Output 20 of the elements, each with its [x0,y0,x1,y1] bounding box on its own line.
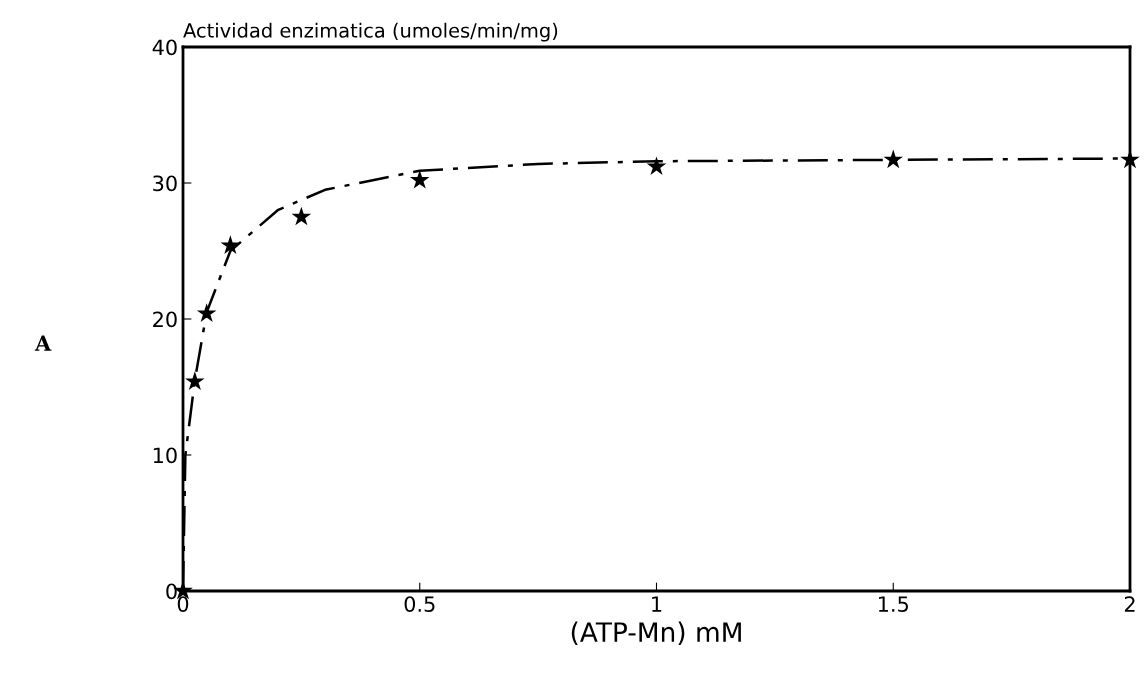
point [291,206,312,226]
y-tick-label: 40 [152,39,177,56]
point [883,149,904,169]
point [646,156,667,176]
y-axis-title: Actividad enzimatica (umoles/min/mg) [183,22,558,42]
point [220,235,241,254]
x-tick-label: 2 [1124,596,1135,612]
text: A [34,335,52,351]
point [409,169,430,189]
point [185,371,205,390]
x-tick-label: 0.5 [404,596,435,612]
x-tick-label: 1 [652,596,662,612]
y-tick-label: 30 [153,175,177,192]
y-tick-label: 0 [166,583,177,600]
x-tick-label: 0 [177,596,189,612]
y-tick-label: 20 [153,311,177,328]
x-tick-label: 1.5 [878,596,908,612]
x-axis-title: (ATP-Mn) mM [571,621,741,646]
y-tick-label: 10 [153,447,177,464]
point [196,303,217,322]
